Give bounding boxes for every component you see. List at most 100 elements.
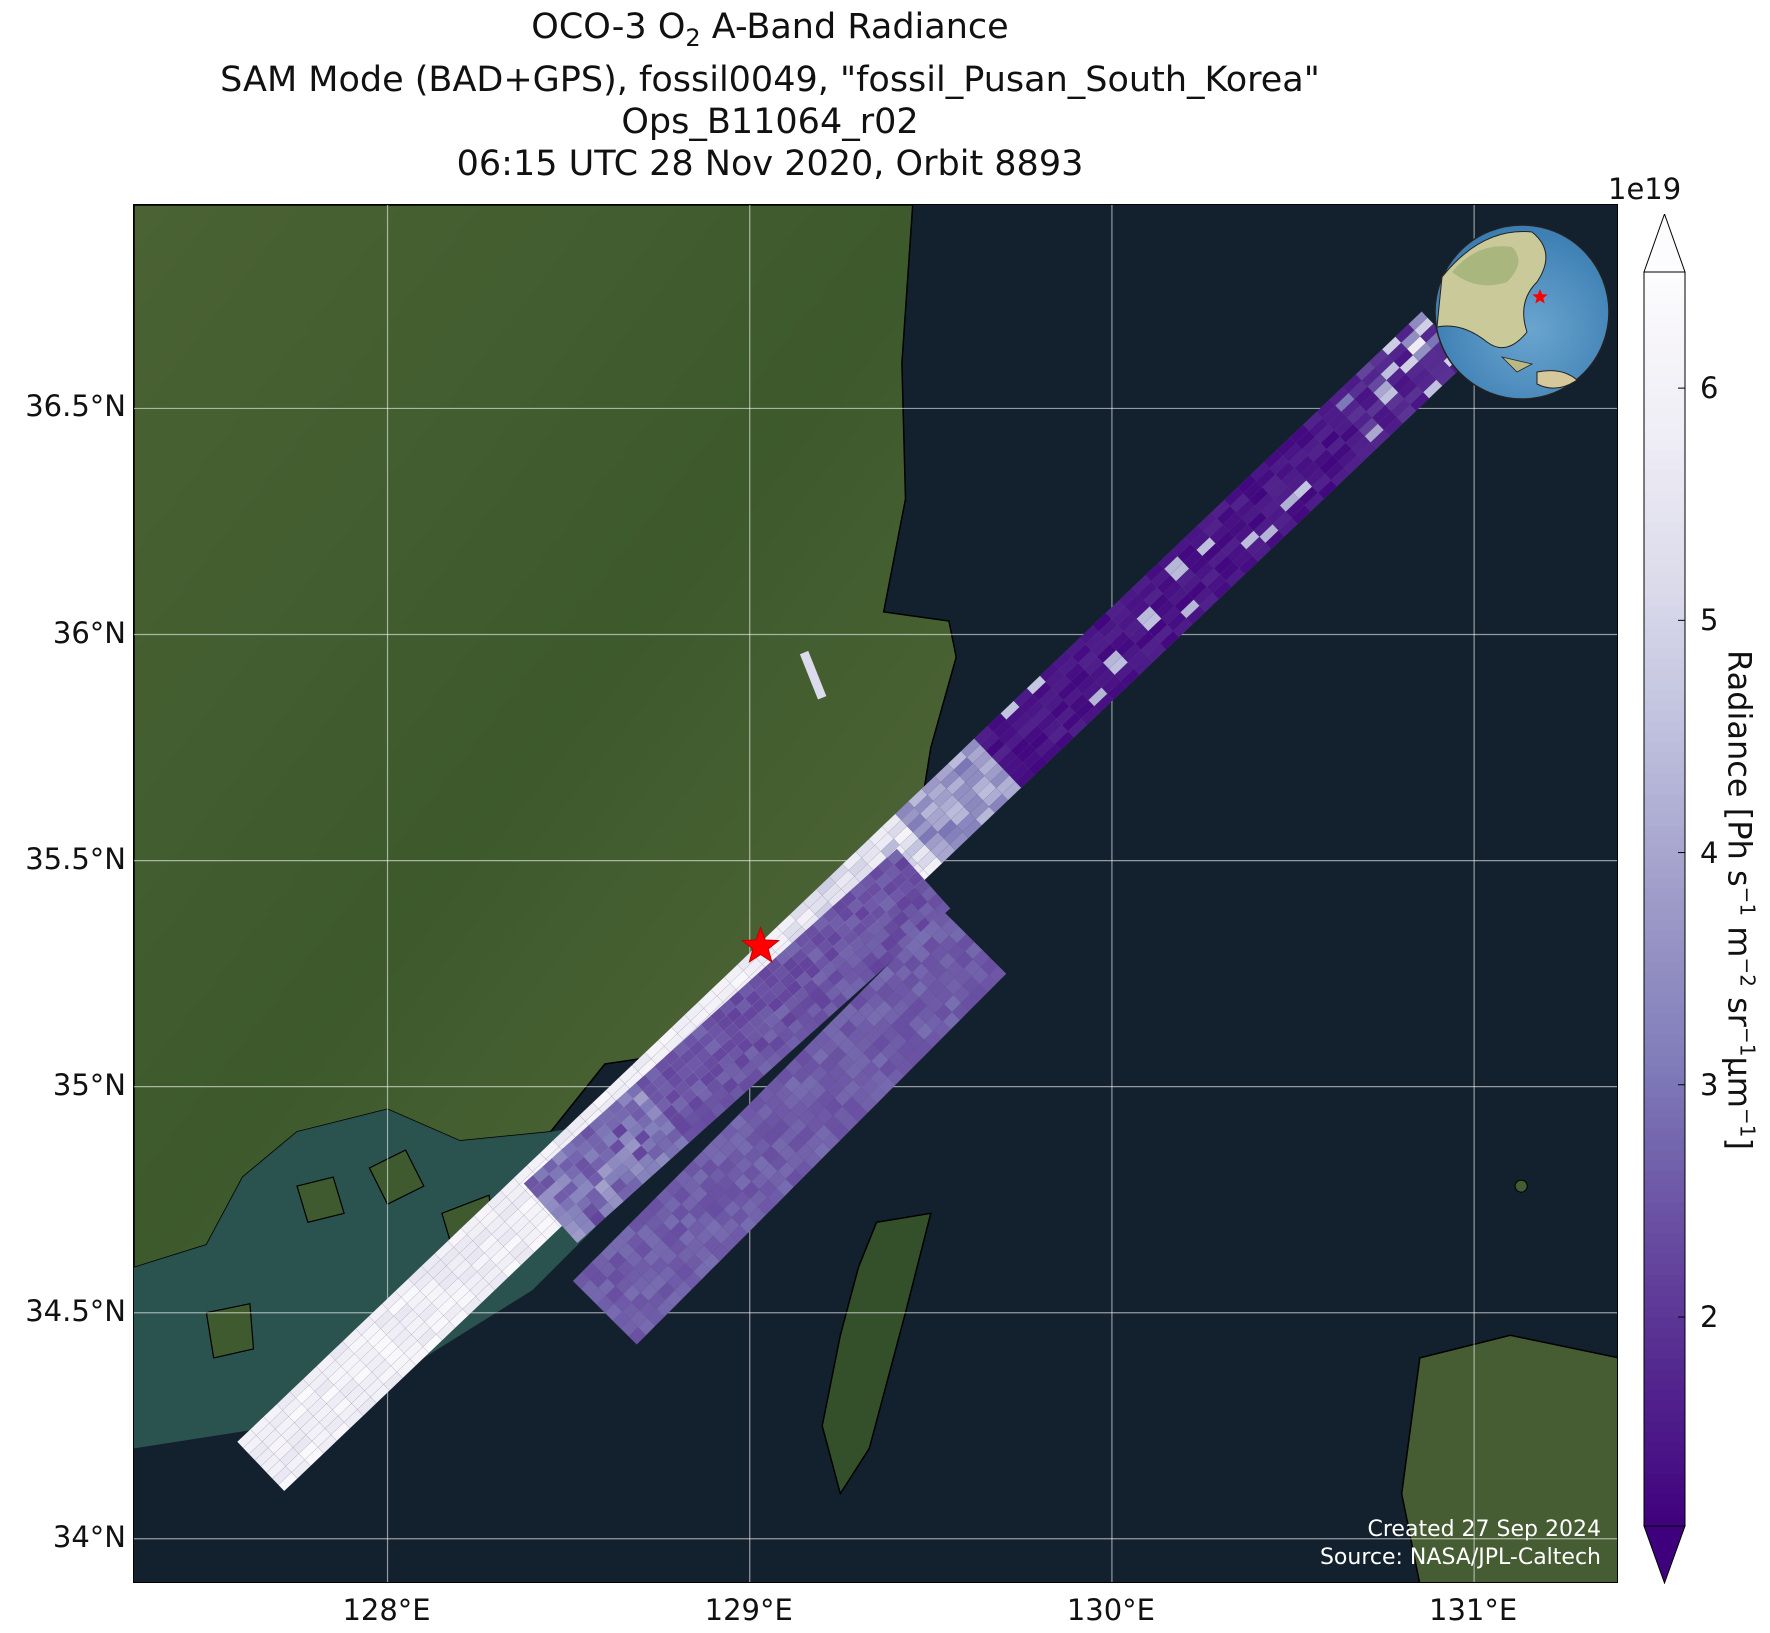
colorbar-outline bbox=[1643, 271, 1686, 1527]
colorbar-segment bbox=[1644, 961, 1685, 973]
colorbar-segment bbox=[1644, 1233, 1685, 1245]
lat-tick-label: 34°N bbox=[52, 1519, 126, 1554]
colorbar-segment bbox=[1644, 773, 1685, 785]
island bbox=[296, 1176, 345, 1224]
colorbar-segment bbox=[1644, 836, 1685, 848]
colorbar-segment bbox=[1644, 1442, 1685, 1454]
sounding-footprint bbox=[988, 965, 1007, 984]
colorbar-segment bbox=[1644, 825, 1685, 837]
lon-tick-label: 128°E bbox=[342, 1593, 431, 1627]
colorbar-segment bbox=[1644, 1118, 1685, 1130]
tsushima-island bbox=[821, 1212, 932, 1496]
colorbar-segment bbox=[1644, 752, 1685, 764]
colorbar-segment bbox=[1644, 1128, 1685, 1140]
swath-third bbox=[572, 909, 1007, 1345]
map-panel[interactable]: Created 27 Sep 2024 Source: NASA/JPL-Cal… bbox=[133, 204, 1618, 1583]
colorbar-segment bbox=[1644, 930, 1685, 942]
colorbar-segment bbox=[1644, 1024, 1685, 1036]
colorbar-segment bbox=[1644, 731, 1685, 743]
colorbar-segment bbox=[1644, 1045, 1685, 1057]
globe-islands bbox=[1500, 356, 1534, 373]
colorbar-segment bbox=[1644, 1034, 1685, 1046]
colorbar-segment bbox=[1644, 1222, 1685, 1234]
colorbar-segment bbox=[1644, 1358, 1685, 1370]
colorbar-segment bbox=[1644, 324, 1685, 336]
colorbar-segment bbox=[1644, 595, 1685, 607]
colorbar-segment bbox=[1644, 470, 1685, 482]
colorbar-segment bbox=[1644, 972, 1685, 984]
colorbar-segment bbox=[1644, 575, 1685, 587]
swath-second bbox=[523, 848, 951, 1244]
colorbar-segment bbox=[1644, 1327, 1685, 1339]
colorbar-segment bbox=[1644, 1390, 1685, 1402]
credit-text: Created 27 Sep 2024 Source: NASA/JPL-Cal… bbox=[1320, 1516, 1601, 1572]
island bbox=[205, 1302, 255, 1359]
lat-tick-label: 36.5°N bbox=[25, 389, 126, 424]
colorbar-segment bbox=[1644, 282, 1685, 294]
globe-continent bbox=[1452, 246, 1519, 286]
target-star-icon bbox=[741, 926, 781, 964]
lat-tick-label: 35°N bbox=[52, 1067, 126, 1102]
colorbar-segment bbox=[1644, 1202, 1685, 1214]
island bbox=[1514, 1179, 1528, 1193]
colorbar-segment bbox=[1644, 909, 1685, 921]
colorbar-segment bbox=[1644, 940, 1685, 952]
isolated-footprints bbox=[799, 650, 827, 700]
colorbar-segment bbox=[1644, 888, 1685, 900]
colorbar-segment bbox=[1644, 543, 1685, 555]
colorbar-segment bbox=[1644, 501, 1685, 513]
colorbar-segment bbox=[1644, 313, 1685, 325]
created-date: Created 27 Sep 2024 bbox=[1367, 1517, 1602, 1542]
colorbar-tick-label: 3 bbox=[1700, 1067, 1719, 1102]
colorbar bbox=[1643, 214, 1686, 1584]
colorbar-segment bbox=[1644, 1306, 1685, 1318]
lat-tick-label: 34.5°N bbox=[25, 1293, 126, 1328]
colorbar-segment bbox=[1644, 982, 1685, 994]
colorbar-segment bbox=[1644, 1003, 1685, 1015]
lon-tick-label: 131°E bbox=[1429, 1593, 1518, 1627]
colorbar-segment bbox=[1644, 742, 1685, 754]
lon-tick-label: 130°E bbox=[1066, 1593, 1156, 1627]
colorbar-extend-max bbox=[1643, 214, 1686, 273]
title-line-2: SAM Mode (BAD+GPS), fossil0049, "fossil_… bbox=[220, 60, 1320, 100]
colorbar-segment bbox=[1644, 804, 1685, 816]
colorbar-segment bbox=[1644, 846, 1685, 858]
colorbar-segment bbox=[1644, 919, 1685, 931]
colorbar-segment bbox=[1644, 522, 1685, 534]
colorbar-segment bbox=[1644, 303, 1685, 315]
colorbar-segment bbox=[1644, 1212, 1685, 1224]
data-source: Source: NASA/JPL-Caltech bbox=[1319, 1545, 1601, 1570]
colorbar-segment bbox=[1644, 1097, 1685, 1109]
colorbar-segment bbox=[1644, 784, 1685, 796]
title-line-4: 06:15 UTC 28 Nov 2020, Orbit 8893 bbox=[456, 144, 1084, 184]
colorbar-segment bbox=[1644, 345, 1685, 357]
colorbar-segment bbox=[1644, 1296, 1685, 1308]
colorbar-segment bbox=[1644, 439, 1685, 451]
globe-inset bbox=[1434, 224, 1610, 400]
colorbar-segment bbox=[1644, 1515, 1685, 1527]
colorbar-segment bbox=[1644, 292, 1685, 304]
colorbar-segment bbox=[1644, 533, 1685, 545]
globe-continent bbox=[1536, 370, 1578, 389]
colorbar-segment bbox=[1644, 658, 1685, 670]
colorbar-segment bbox=[1644, 1076, 1685, 1088]
map-canvas[interactable] bbox=[134, 205, 1618, 1583]
colorbar-segment bbox=[1644, 585, 1685, 597]
colorbar-segment bbox=[1644, 554, 1685, 566]
colorbar-segment bbox=[1644, 1400, 1685, 1412]
colorbar-segment bbox=[1644, 815, 1685, 827]
island bbox=[368, 1149, 425, 1206]
colorbar-segment bbox=[1644, 1317, 1685, 1329]
colorbar-exponent: 1e19 bbox=[1608, 172, 1682, 206]
colorbar-segment bbox=[1644, 1369, 1685, 1381]
colorbar-segment bbox=[1644, 1243, 1685, 1255]
colorbar-segment bbox=[1644, 1191, 1685, 1203]
colorbar-segment bbox=[1644, 1452, 1685, 1464]
title-line-1: OCO-3 O2 A-Band Radiance bbox=[531, 7, 1009, 52]
colorbar-segment bbox=[1644, 481, 1685, 493]
colorbar-tick-label: 5 bbox=[1700, 603, 1719, 638]
colorbar-segment bbox=[1644, 1264, 1685, 1276]
colorbar-segment bbox=[1644, 1337, 1685, 1349]
lat-tick-label: 36°N bbox=[52, 615, 126, 650]
colorbar-segment bbox=[1644, 272, 1685, 284]
